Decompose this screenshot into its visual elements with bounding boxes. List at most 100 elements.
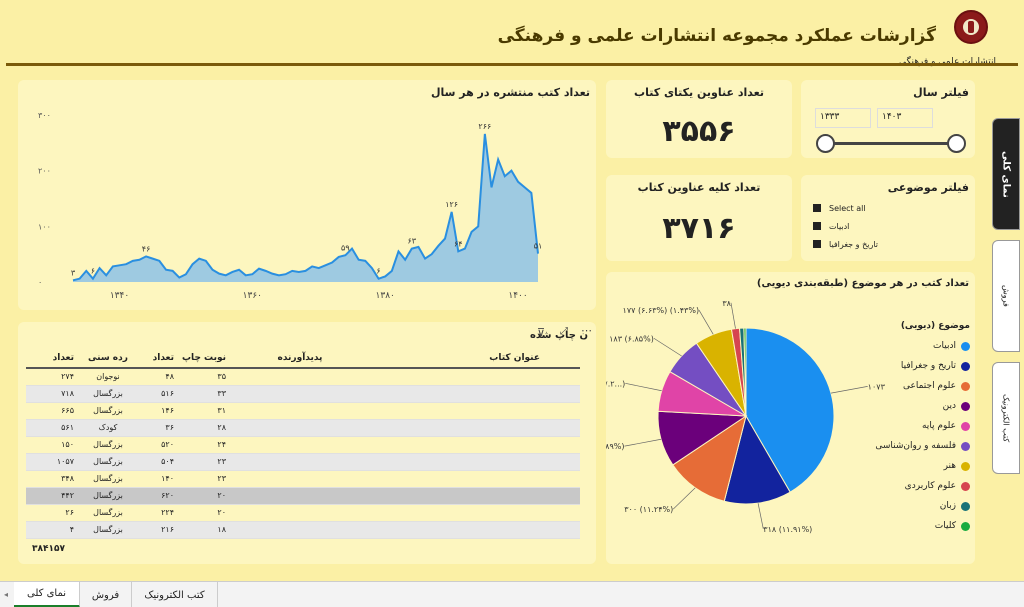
pie-chart[interactable]: ۱۰۷۳ (۴۰.۱۹%) ۳۱۸ (۱۱.۹۱%) ۳۰۰ (۱۱.۲۴%) ۲۶۴…	[606, 272, 886, 564]
filter-option-literature[interactable]: ادبیات	[813, 217, 878, 235]
legend-item[interactable]: علوم کاربردی	[882, 476, 970, 496]
y-tick-label: ۳۰۰	[38, 111, 51, 120]
table-cell	[370, 385, 580, 403]
subtitle: انتشارات علمی و فرهنگی	[899, 57, 996, 67]
filter-option-history[interactable]: تاریخ و جغرافیا	[813, 235, 878, 253]
filter-option-select-all[interactable]: Select all	[813, 199, 878, 217]
year-slider-handle-min[interactable]	[816, 134, 835, 153]
legend-label: هنر	[943, 461, 956, 471]
legend-dot-icon	[961, 441, 970, 451]
leader-line	[672, 487, 696, 510]
legend-label: فلسفه و روان‌شناسی	[875, 441, 956, 451]
x-tick-label: ۱۳۸۰	[376, 291, 395, 301]
side-tab-overview[interactable]: نمای کلی	[992, 118, 1020, 230]
table-cell: بزرگسال	[78, 436, 138, 454]
col-edition[interactable]: نوبت چاپ	[178, 348, 230, 369]
table-cell	[370, 470, 580, 488]
col-title[interactable]: عنوان کتاب	[370, 348, 580, 369]
year-slider-handle-max[interactable]	[947, 134, 966, 153]
col-author[interactable]: پدیدآورنده	[230, 348, 370, 369]
legend-item[interactable]: زبان	[882, 496, 970, 516]
data-label: ۶	[91, 267, 95, 276]
leader-line	[730, 302, 736, 329]
legend-label: زبان	[939, 501, 956, 511]
legend-label: علوم کاربردی	[904, 481, 956, 491]
table-cell	[230, 368, 370, 386]
table-cell: ۵۰۴	[138, 453, 178, 471]
filter-icon[interactable]: ⊽	[537, 326, 546, 339]
year-slider-track[interactable]	[825, 142, 957, 145]
slice-label: ۳۱۸ (۱۱.۹۱%)	[763, 525, 812, 534]
legend-item[interactable]: کلیات	[882, 516, 970, 536]
year-from-input[interactable]: ۱۳۳۳	[815, 108, 871, 128]
table-row[interactable]: ۲۰ ۲۲۴ بزرگسال ۲۶	[26, 504, 580, 522]
table-cell	[370, 419, 580, 437]
legend-dot-icon	[961, 521, 970, 531]
year-filter-title: فیلتر سال	[913, 86, 969, 99]
more-options-icon[interactable]: ⋯	[581, 324, 592, 337]
slice-label: ۱۸۳ (۶.۸۵%)	[609, 334, 654, 343]
line-chart[interactable]: ۰ ۱۰۰ ۲۰۰ ۳۰۰ ۱۳۴۰ ۱۳۶۰ ۱۳۸۰ ۱۴۰۰ ۳ ۶ ۴۶ ۵۹ ۶ ۶۳ ۱۲۶ ۶۴…	[18, 80, 596, 310]
table-cell	[370, 402, 580, 420]
legend-item[interactable]: علوم اجتماعی	[882, 376, 970, 396]
table-cell: ۱۴۰	[138, 470, 178, 488]
legend-item[interactable]: ادبیات	[882, 336, 970, 356]
col-count[interactable]: تعداد	[138, 348, 178, 369]
page-tab-overview[interactable]: نمای کلی	[14, 582, 80, 607]
table-cell: ۴۸	[138, 368, 178, 386]
table-row[interactable]: ۲۳ ۵۰۴ بزرگسال ۱۰۵۷	[26, 453, 580, 471]
table-cell: کودک	[78, 419, 138, 437]
legend-label: دین	[942, 401, 956, 411]
x-tick-label: ۱۳۶۰	[243, 291, 262, 301]
all-titles-card: تعداد کلیه عناوین کتاب ۳۷۱۶	[606, 175, 792, 261]
table-row[interactable]: ۲۴ ۵۲۰ بزرگسال ۱۵۰	[26, 436, 580, 454]
focus-mode-icon[interactable]: ⤢	[560, 326, 568, 337]
legend-item[interactable]: فلسفه و روان‌شناسی	[875, 436, 970, 456]
table-cell: ۱۴۶	[138, 402, 178, 420]
slice-label: ۳۰۰ (۱۱.۲۴%)	[624, 505, 673, 514]
legend-dot-icon	[961, 421, 970, 431]
table-row[interactable]: ۱۸ ۲۱۶ بزرگسال ۴	[26, 521, 580, 539]
data-label: ۵۱	[534, 242, 543, 251]
table-cell: بزرگسال	[78, 487, 138, 505]
table-cell: بزرگسال	[78, 385, 138, 403]
page-title: گزارشات عملکرد مجموعه انتشارات علمی و فر…	[497, 26, 936, 46]
col-total[interactable]: تعداد	[26, 348, 78, 369]
year-to-input[interactable]: ۱۴۰۳	[877, 108, 933, 128]
side-tab-ebooks[interactable]: کتب الکترونیک	[992, 362, 1020, 474]
table-cell: بزرگسال	[78, 504, 138, 522]
table-row[interactable]: ۳۳ ۵۱۶ بزرگسال ۷۱۸	[26, 385, 580, 403]
table-row[interactable]: ۳۵ ۴۸ نوجوان ۲۷۴	[26, 368, 580, 386]
pie-slice	[743, 327, 747, 417]
legend-item[interactable]: علوم پایه	[882, 416, 970, 436]
page-tab-sales[interactable]: فروش	[80, 582, 132, 607]
table-row[interactable]: ۲۳ ۱۴۰ بزرگسال ۳۴۸	[26, 470, 580, 488]
table-cell: ۱۸	[178, 521, 230, 539]
table-cell: ۴۴۲	[26, 487, 78, 505]
data-label: ۴۶	[142, 244, 151, 253]
table-cell	[230, 419, 370, 437]
col-age[interactable]: رده سنی	[78, 348, 138, 369]
table-cell: ۲۲۴	[138, 504, 178, 522]
logo	[954, 10, 988, 44]
side-tab-sales[interactable]: فروش	[992, 240, 1020, 352]
slice-label: ۱۰۷۳ (۴۰.۱۹%)	[868, 382, 886, 391]
table-row[interactable]: ۲۰ ۶۲۰ بزرگسال ۴۴۲	[26, 487, 580, 505]
table-cell: ۲۶	[26, 504, 78, 522]
pie-legend: موضوع (دیویی) ادبیات تاریخ و جغرافیا علوم …	[875, 316, 970, 536]
table-cell: ۴	[26, 521, 78, 539]
subject-filter-title: فیلتر موضوعی	[887, 181, 969, 194]
legend-dot-icon	[961, 461, 970, 471]
table-row[interactable]: ۳۱ ۱۴۶ بزرگسال ۶۶۵	[26, 402, 580, 420]
legend-item[interactable]: هنر	[882, 456, 970, 476]
y-tick-label: ۱۰۰	[38, 222, 51, 231]
table-cell: ۷۱۸	[26, 385, 78, 403]
pie-chart-title: تعداد کتب در هر موضوع (طبقه‌بندی دیویی)	[756, 278, 969, 289]
leader-line	[625, 382, 662, 392]
legend-item[interactable]: دین	[882, 396, 970, 416]
page-tab-ebooks[interactable]: کتب الکترونیک	[132, 582, 218, 607]
legend-item[interactable]: تاریخ و جغرافیا	[882, 356, 970, 376]
x-tick-label: ۱۴۰۰	[508, 291, 527, 301]
scroll-left-icon[interactable]: ◂	[4, 590, 9, 599]
table-row[interactable]: ۲۸ ۳۶ کودک ۵۶۱	[26, 419, 580, 437]
